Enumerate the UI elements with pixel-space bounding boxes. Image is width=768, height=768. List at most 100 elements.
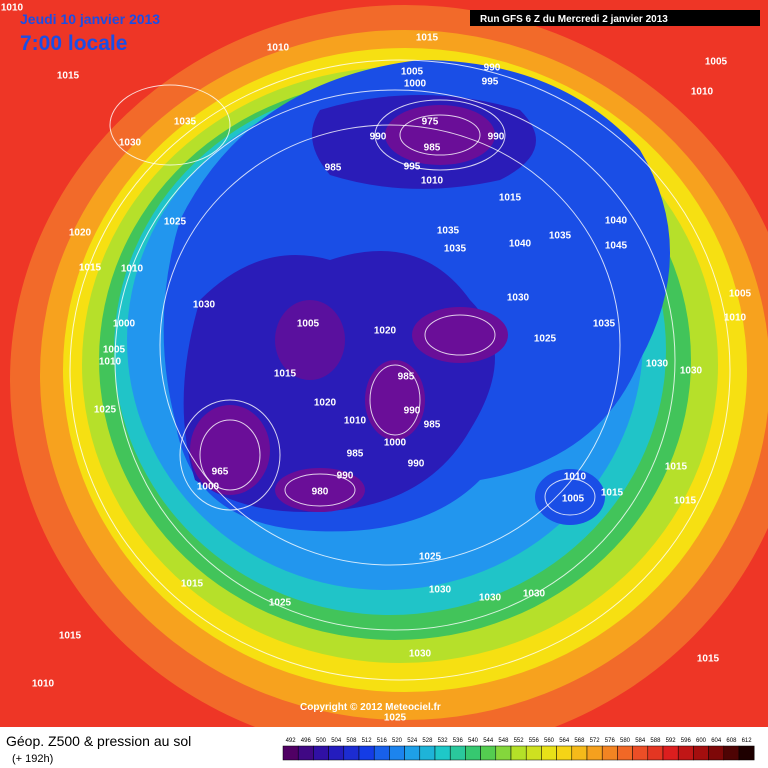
isobar-label: 1015	[59, 631, 82, 642]
isobar-label: 1025	[419, 552, 442, 563]
isobar-label: 1005	[562, 494, 585, 505]
isobar-label: 1005	[103, 345, 126, 356]
isobar-label: 1010	[121, 264, 144, 275]
valid-time: 7:00 locale	[20, 32, 127, 55]
legend-swatch	[525, 745, 542, 761]
legend-value: 516	[377, 738, 388, 744]
legend-swatch	[632, 745, 649, 761]
legend-value: 592	[666, 738, 677, 744]
isobar-label: 1040	[605, 216, 628, 227]
legend-value: 600	[696, 738, 707, 744]
legend-value: 552	[514, 738, 525, 744]
legend-value: 576	[605, 738, 616, 744]
isobar-label: 1030	[409, 649, 432, 660]
isobar-label: 990	[370, 132, 387, 143]
run-box	[470, 10, 760, 26]
legend-swatch	[708, 745, 725, 761]
legend-value: 568	[574, 738, 585, 744]
legend-value: 524	[407, 738, 418, 744]
legend-value: 572	[590, 738, 601, 744]
forecast-lead: (+ 192h)	[12, 753, 53, 765]
legend-swatch	[738, 745, 755, 761]
legend-value: 556	[529, 738, 540, 744]
isobar-label: 1025	[164, 217, 187, 228]
legend-value: 492	[286, 738, 297, 744]
legend-swatch	[419, 745, 436, 761]
isobar-label: 1010	[421, 176, 444, 187]
legend-value: 564	[559, 738, 570, 744]
isobar-contours	[69, 59, 731, 681]
legend-value: 612	[742, 738, 753, 744]
legend-swatch	[313, 745, 329, 761]
legend-swatch	[723, 745, 740, 761]
legend-value: 588	[650, 738, 661, 744]
isobar-label: 1015	[697, 654, 720, 665]
isobar-label: 1010	[724, 313, 747, 324]
isobar-label: 1035	[444, 244, 467, 255]
isobar-label: 1025	[534, 334, 557, 345]
isobar-label: 1010	[32, 679, 55, 690]
legend-swatch	[541, 745, 557, 761]
isobar-label: 1015	[674, 496, 697, 507]
legend-swatch	[662, 745, 679, 761]
legend-swatch	[677, 745, 694, 761]
isobar-label: 1010	[564, 472, 587, 483]
legend-swatch	[480, 745, 497, 761]
legend-swatch	[343, 745, 360, 761]
legend-swatch	[389, 745, 405, 761]
isobar-label: 985	[325, 163, 342, 174]
isobar-label: 990	[337, 471, 354, 482]
isobar-label: 1015	[499, 193, 522, 204]
isobar-label: 985	[424, 143, 441, 154]
legend-value: 608	[726, 738, 737, 744]
isobar-label: 990	[488, 132, 505, 143]
footer-title: Géop. Z500 & pression au sol	[6, 733, 191, 749]
isobar-label: 1000	[404, 79, 427, 90]
isobar-label: 985	[424, 420, 441, 431]
legend-value: 580	[620, 738, 631, 744]
isobar-label: 1030	[479, 593, 502, 604]
legend-swatch	[434, 745, 451, 761]
legend-value: 528	[422, 738, 433, 744]
legend-value: 532	[438, 738, 449, 744]
legend-value: 508	[346, 738, 357, 744]
legend-value: 560	[544, 738, 555, 744]
isobar-label: 965	[212, 467, 229, 478]
run-info: Run GFS 6 Z du Mercredi 2 janvier 2013	[480, 14, 668, 25]
isobar-label: 995	[404, 162, 421, 173]
isobar-label: 1010	[691, 87, 714, 98]
isobar-label: 985	[347, 449, 364, 460]
legend-swatch	[571, 745, 588, 761]
legend-value: 496	[301, 738, 312, 744]
valid-date: Jeudi 10 janvier 2013	[20, 11, 160, 27]
legend-swatch	[297, 745, 314, 761]
isobar-label: 1030	[429, 585, 452, 596]
isobar-label: 1010	[99, 357, 122, 368]
isobar-label: 990	[404, 406, 421, 417]
legend-swatch	[373, 745, 390, 761]
isobar-label: 1045	[605, 241, 628, 252]
legend-value: 548	[498, 738, 509, 744]
isobar-label: 1010	[1, 3, 24, 14]
isobar-label: 1020	[69, 228, 92, 239]
isobar-label: 1035	[437, 226, 460, 237]
isobar-label: 985	[398, 372, 415, 383]
legend-value: 584	[635, 738, 646, 744]
legend-swatch	[693, 745, 709, 761]
isobar-label: 1030	[680, 366, 703, 377]
isobar-label: 1035	[593, 319, 616, 330]
legend-swatch	[510, 745, 527, 761]
isobar-label: 995	[482, 77, 499, 88]
color-legend: 492 496 500 504 508 512 516 520 524 528 532 536 540 5…	[282, 738, 755, 761]
legend-value: 536	[453, 738, 464, 744]
legend-swatch	[282, 745, 299, 761]
isobar-label: 1035	[549, 231, 572, 242]
legend-swatch	[404, 745, 421, 761]
legend-swatch	[449, 745, 466, 761]
legend-swatch	[586, 745, 603, 761]
isobar-labels: 1010101010159901005995100010051010101510…	[1, 3, 752, 724]
isobar-label: 1020	[314, 398, 337, 409]
legend-swatch	[328, 745, 345, 761]
